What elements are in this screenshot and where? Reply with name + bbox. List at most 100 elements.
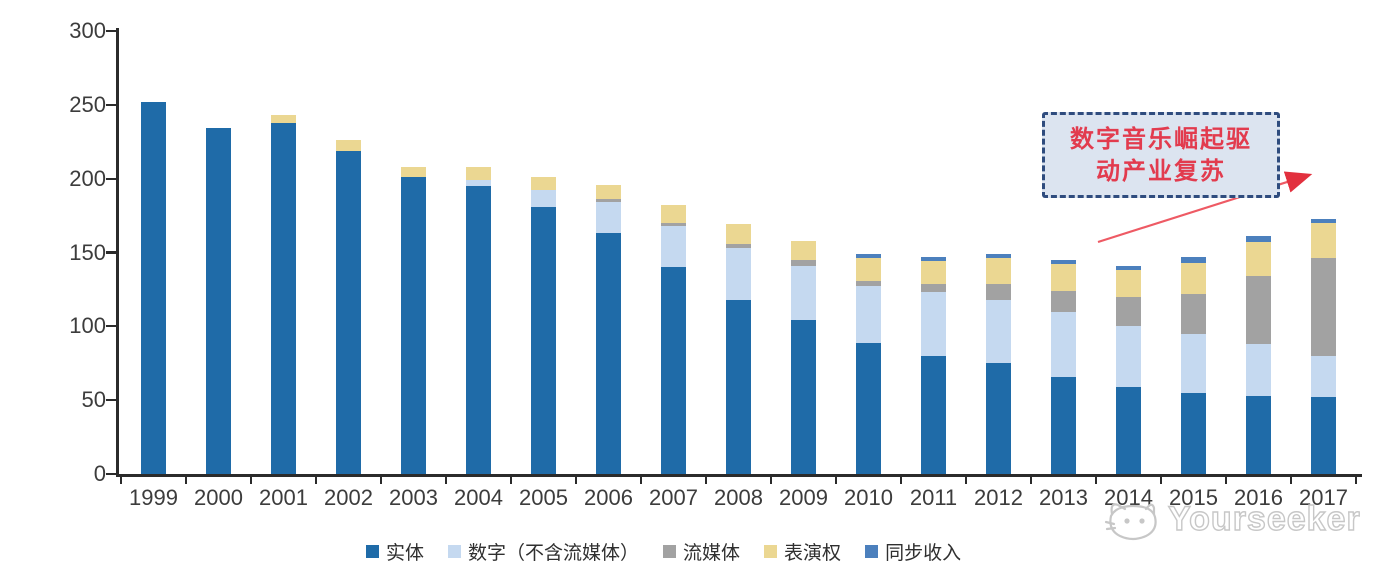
bar-segment-streaming-2015 — [1181, 293, 1206, 334]
bar-segment-performance-2009 — [791, 240, 816, 260]
legend-swatch-icon — [448, 545, 462, 558]
y-axis-line — [116, 28, 119, 477]
bar-segment-physical-1999 — [141, 101, 166, 474]
x-tick — [315, 476, 318, 484]
bar-segment-streaming-2013 — [1051, 290, 1076, 312]
bar-segment-physical-2007 — [661, 267, 686, 474]
bar-segment-sync-2017 — [1311, 218, 1336, 223]
bar-segment-physical-2006 — [596, 233, 621, 474]
bar-segment-performance-2014 — [1116, 270, 1141, 297]
bar-segment-sync-2012 — [986, 253, 1011, 259]
bar-segment-performance-2004 — [466, 166, 491, 181]
x-tick — [705, 476, 708, 484]
y-axis-label: 100 — [69, 313, 106, 339]
x-axis-label: 1999 — [129, 485, 178, 510]
bar-segment-physical-2000 — [206, 128, 231, 474]
legend-label: 数字（不含流媒体） — [468, 543, 640, 564]
bar-segment-streaming-2017 — [1311, 258, 1336, 356]
bar-segment-performance-2013 — [1051, 264, 1076, 291]
legend-swatch-icon — [663, 545, 677, 558]
bar-segment-streaming-2012 — [986, 283, 1011, 300]
x-axis-label: 2003 — [389, 485, 438, 510]
bar-segment-physical-2002 — [336, 150, 361, 474]
x-axis-label: 2013 — [1039, 485, 1088, 510]
bar-segment-physical-2011 — [921, 355, 946, 474]
x-tick — [835, 476, 838, 484]
bar-segment-performance-2001 — [271, 115, 296, 123]
bar-segment-physical-2017 — [1311, 397, 1336, 474]
y-tick — [106, 325, 117, 328]
bar-segment-physical-2008 — [726, 299, 751, 474]
bar-segment-streaming-2006 — [596, 199, 621, 203]
x-tick — [380, 476, 383, 484]
bar-segment-physical-2005 — [531, 206, 556, 474]
bar-segment-sync-2015 — [1181, 256, 1206, 263]
y-axis-label: 200 — [69, 165, 106, 191]
x-tick — [445, 476, 448, 484]
bar-segment-physical-2010 — [856, 342, 881, 474]
bar-segment-streaming-2014 — [1116, 296, 1141, 327]
bar-segment-physical-2013 — [1051, 376, 1076, 474]
x-axis-label: 2012 — [974, 485, 1023, 510]
bar-segment-performance-2011 — [921, 261, 946, 284]
bar-segment-digital-2012 — [986, 299, 1011, 364]
y-axis-label: 0 — [93, 461, 106, 486]
bar-segment-performance-2008 — [726, 224, 751, 244]
x-axis-label: 2005 — [519, 485, 568, 510]
legend-item-performance: 表演权 — [764, 538, 841, 565]
y-axis-label: 300 — [69, 18, 106, 43]
x-axis-label: 2004 — [454, 485, 503, 510]
bar-segment-physical-2004 — [466, 186, 491, 474]
bar-segment-sync-2014 — [1116, 265, 1141, 271]
bar-segment-performance-2002 — [336, 140, 361, 151]
bar-segment-physical-2001 — [271, 122, 296, 474]
x-axis-label: 2014 — [1104, 485, 1153, 510]
x-tick — [965, 476, 968, 484]
bar-segment-digital-2017 — [1311, 355, 1336, 398]
bar-segment-physical-2016 — [1246, 395, 1271, 474]
bar-segment-sync-2010 — [856, 253, 881, 259]
y-tick — [106, 103, 117, 106]
legend-item-streaming: 流媒体 — [663, 538, 740, 565]
y-tick — [106, 472, 117, 476]
x-axis-label: 2010 — [844, 485, 893, 510]
x-axis-label: 2002 — [324, 485, 373, 510]
x-axis-label: 2016 — [1234, 485, 1283, 510]
y-axis-label: 50 — [81, 387, 106, 413]
x-axis-label: 2000 — [194, 485, 243, 510]
annotation-line-2: 动产业复苏 — [1096, 159, 1226, 185]
bar-segment-physical-2009 — [791, 320, 816, 474]
x-tick — [575, 476, 578, 484]
bar-segment-digital-2014 — [1116, 326, 1141, 387]
bar-segment-sync-2016 — [1246, 236, 1271, 243]
bar-segment-streaming-2007 — [661, 222, 686, 226]
bar-segment-digital-2008 — [726, 248, 751, 300]
bar-segment-digital-2004 — [466, 180, 491, 187]
legend: 实体 数字（不含流媒体） 流媒体 表演权 同步收入 — [366, 538, 961, 565]
bar-segment-digital-2010 — [856, 286, 881, 343]
y-tick — [106, 177, 117, 180]
bar-segment-physical-2015 — [1181, 392, 1206, 474]
y-tick — [106, 29, 117, 33]
bar-segment-digital-2009 — [791, 265, 816, 321]
bar-segment-digital-2013 — [1051, 311, 1076, 377]
bar-segment-streaming-2010 — [856, 280, 881, 287]
x-tick — [1355, 476, 1358, 484]
bar-segment-digital-2011 — [921, 292, 946, 356]
bar-segment-performance-2016 — [1246, 242, 1271, 277]
x-tick — [1030, 476, 1033, 484]
bar-segment-digital-2015 — [1181, 333, 1206, 393]
legend-label: 同步收入 — [885, 543, 962, 564]
bar-segment-performance-2012 — [986, 258, 1011, 284]
bar-segment-physical-2014 — [1116, 386, 1141, 474]
y-axis-label: 250 — [69, 91, 106, 117]
watermark-text: Yourseeker — [1167, 499, 1361, 538]
x-axis-label: 2011 — [909, 485, 958, 510]
x-tick — [900, 476, 903, 484]
bar-segment-performance-2010 — [856, 258, 881, 281]
bar-segment-sync-2011 — [921, 256, 946, 262]
bar-segment-digital-2006 — [596, 202, 621, 234]
bar-segment-performance-2006 — [596, 184, 621, 200]
x-axis-label: 2006 — [584, 485, 633, 510]
